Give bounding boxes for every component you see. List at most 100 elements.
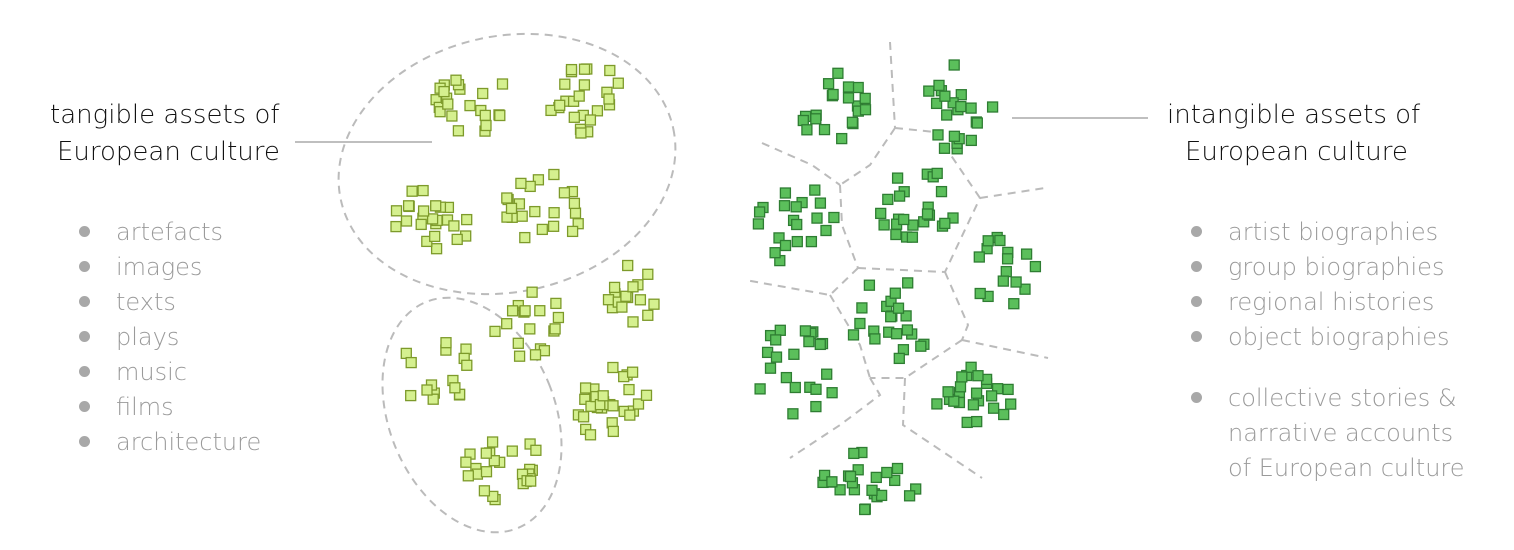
tangible-asset-square (427, 393, 439, 405)
intangible-asset-square (935, 185, 948, 198)
tangible-asset-square (573, 90, 585, 102)
tangible-asset-square (512, 337, 524, 349)
tangible-asset-square (536, 223, 548, 236)
intangible-asset-square (891, 462, 904, 475)
intangible-asset-square (790, 201, 802, 213)
intangible-asset-square (982, 235, 994, 247)
intangible-asset-square (770, 351, 783, 363)
tangible-asset-square (603, 93, 615, 105)
tangible-asset-square (634, 294, 647, 306)
tangible-asset-square (440, 337, 452, 349)
intangible-asset-square (932, 129, 944, 141)
tangible-asset-square (486, 436, 499, 448)
tangible-asset-square (426, 213, 439, 225)
tangible-asset-square (478, 485, 491, 497)
tangible-asset-square (462, 470, 474, 482)
tangible-asset-square (552, 311, 565, 324)
intangible-asset-square (753, 206, 766, 218)
intangible-asset-square (859, 503, 871, 516)
tangible-asset-square (579, 393, 591, 405)
intangible-asset-square (854, 317, 866, 330)
tangible-asset-square (579, 382, 592, 394)
intangible-asset-square (898, 213, 910, 226)
intangible-asset-square (875, 207, 887, 220)
intangible-asset-square (848, 447, 860, 460)
intangible-heading: intangible assets of European culture (1167, 97, 1420, 171)
intangible-asset-square (778, 200, 791, 212)
intangible-asset-square (881, 466, 893, 479)
tangible-asset-square (438, 85, 450, 98)
intangible-asset-square (890, 328, 903, 340)
intangible-cell-borders (744, 41, 1049, 479)
intangible-asset-square (852, 464, 864, 476)
tangible-asset-square (400, 215, 413, 227)
intangible-asset-square (907, 219, 919, 231)
tangible-list-item: architecture (78, 425, 261, 460)
tangible-asset-square (524, 323, 536, 335)
intangible-list-item-collective-stories: collective stories & narrative accounts of… (1190, 381, 1465, 486)
intangible-asset-square (847, 329, 860, 341)
intangible-list-item: artist biographies (1190, 215, 1465, 250)
tangible-asset-square (640, 389, 653, 401)
intangible-asset-square (910, 483, 922, 495)
intangible-asset-square (832, 67, 844, 79)
collective-stories-line: narrative accounts (1228, 419, 1454, 447)
tangible-asset-square (448, 220, 460, 232)
tangible-asset-square (607, 425, 619, 438)
tangible-asset-square (480, 466, 493, 478)
intangible-asset-square (844, 470, 857, 483)
intangible-asset-square (956, 371, 968, 383)
intangible-asset-square (822, 78, 835, 90)
intangible-asset-square (948, 395, 960, 407)
tangible-asset-square (626, 366, 639, 378)
tangible-asset-square (430, 200, 442, 212)
intangible-asset-square (834, 484, 846, 496)
intangible-asset-square (965, 102, 977, 114)
tangible-asset-square (624, 409, 636, 421)
tangible-asset-square (622, 259, 634, 272)
intangible-asset-square (752, 218, 765, 230)
intangible-asset-square (799, 325, 812, 337)
intangible-asset-square (921, 208, 934, 220)
tangible-asset-square (642, 309, 654, 321)
collective-stories-line: of European culture (1228, 454, 1465, 482)
intangible-asset-square (965, 361, 977, 373)
tangible-asset-square (450, 74, 462, 86)
intangible-asset-square (805, 235, 818, 248)
intangible-heading-line2: European culture (1185, 137, 1408, 167)
intangible-asset-squares (752, 59, 1042, 516)
tangible-asset-square (451, 233, 463, 246)
intangible-asset-square (836, 132, 848, 145)
tangible-heading-line1: tangible assets of (50, 100, 280, 130)
tangible-asset-square (569, 207, 582, 219)
intangible-asset-square (889, 474, 901, 487)
tangible-asset-square (597, 390, 609, 402)
intangible-asset-square (810, 113, 822, 125)
tangible-asset-square (460, 456, 472, 468)
tangible-asset-square (429, 230, 441, 243)
intangible-asset-square (842, 92, 855, 104)
tangible-asset-square (430, 243, 443, 255)
tangible-asset-square (405, 389, 417, 402)
intangible-asset-square (797, 114, 809, 127)
intangible-asset-square (994, 234, 1006, 247)
intangible-asset-square (774, 324, 786, 336)
tangible-asset-square (402, 200, 415, 212)
intangible-asset-square (811, 212, 823, 224)
intangible-asset-square (906, 231, 919, 243)
tangible-asset-square (515, 177, 527, 190)
intangible-asset-square (779, 239, 792, 252)
tangible-asset-square (434, 106, 446, 118)
tangible-asset-square (578, 79, 591, 91)
intangible-asset-square (818, 123, 831, 136)
intangible-asset-square (814, 197, 827, 209)
intangible-asset-square (869, 333, 881, 345)
tangible-asset-square (627, 281, 639, 293)
intangible-asset-square (789, 381, 801, 394)
tangible-asset-square (607, 400, 619, 412)
intangible-asset-square (948, 130, 961, 142)
tangible-asset-square (642, 268, 654, 280)
tangible-asset-square (554, 99, 566, 111)
intangible-asset-square (923, 85, 935, 97)
tangible-asset-square (479, 109, 491, 122)
